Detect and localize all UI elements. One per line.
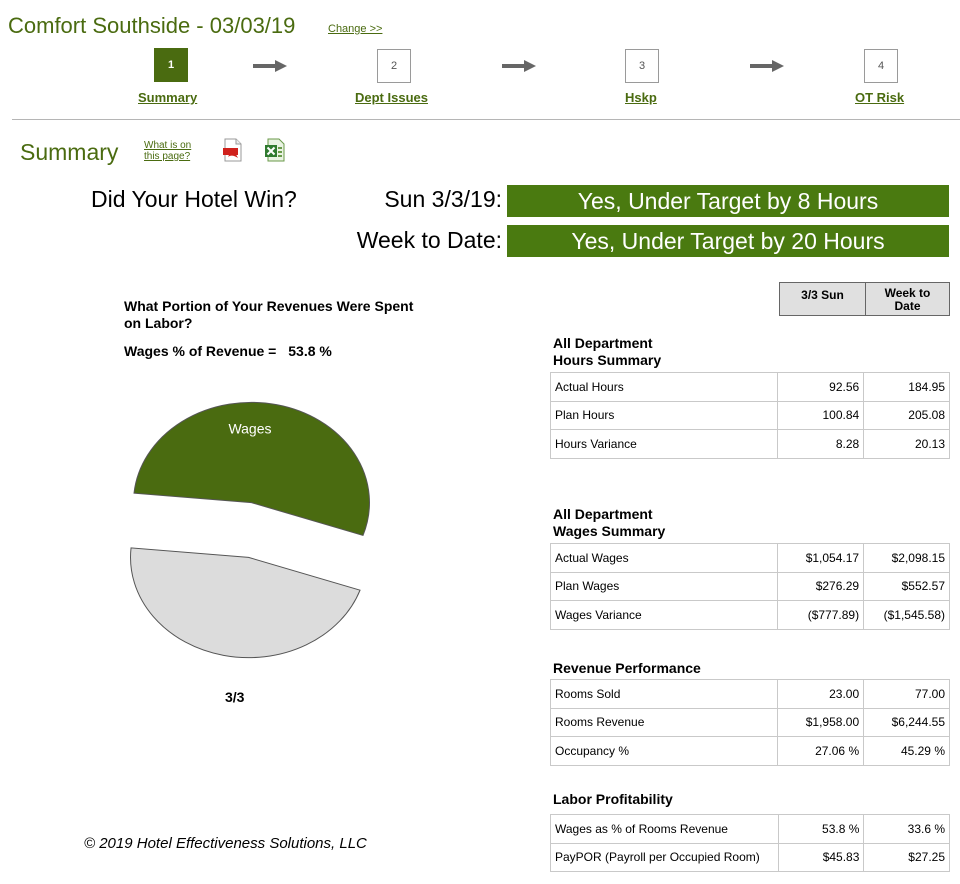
col-header-wtd-line-1: Week to	[884, 286, 931, 300]
section-title-line: All Department	[553, 506, 653, 522]
row-label: Actual Wages	[549, 543, 779, 573]
what-is-line-2[interactable]: this page?	[144, 151, 191, 162]
day-result-banner: Yes, Under Target by 8 Hours	[507, 185, 949, 217]
arrow-right-icon	[253, 60, 287, 72]
chart-title: What Portion of Your Revenues Were Spent…	[124, 298, 414, 331]
labor-profitability-table: Wages as % of Rooms Revenue 53.8 % 33.6 …	[550, 814, 950, 872]
step-4-box[interactable]: 4	[864, 49, 898, 83]
step-1-box[interactable]: 1	[154, 48, 188, 82]
row-day-value: ($777.89)	[777, 600, 865, 630]
step-2-box[interactable]: 2	[377, 49, 411, 83]
revenue-performance-table: Rooms Sold 23.00 77.00 Rooms Revenue $1,…	[549, 679, 950, 766]
table-row: Hours Variance 8.28 20.13	[549, 429, 950, 459]
table-row: Occupancy % 27.06 % 45.29 %	[549, 736, 950, 766]
row-label: Occupancy %	[549, 736, 779, 766]
row-wtd-value: $6,244.55	[863, 707, 950, 737]
table-row: Wages Variance ($777.89) ($1,545.58)	[549, 600, 950, 630]
step-3-box[interactable]: 3	[625, 49, 659, 83]
what-is-line-1[interactable]: What is on	[144, 140, 192, 151]
step-3-hskp-link[interactable]: Hskp	[625, 90, 657, 105]
wages-summary-table: Actual Wages $1,054.17 $2,098.15 Plan Wa…	[549, 543, 950, 630]
row-label: PayPOR (Payroll per Occupied Room)	[550, 842, 779, 872]
row-day-value: 53.8 %	[777, 814, 865, 844]
row-label: Rooms Sold	[549, 679, 779, 709]
row-day-value: $45.83	[777, 842, 865, 872]
section-title-line: All Department	[553, 335, 653, 351]
arrow-right-icon	[750, 60, 784, 72]
labor-pie-chart: Wages	[130, 401, 370, 659]
row-wtd-value: $2,098.15	[863, 543, 950, 573]
hours-summary-table: Actual Hours 92.56 184.95 Plan Hours 100…	[549, 372, 950, 459]
table-row: Actual Hours 92.56 184.95	[549, 372, 950, 402]
row-day-value: $1,054.17	[777, 543, 865, 573]
row-label: Plan Wages	[549, 571, 779, 601]
hotel-title: Comfort Southside - 03/03/19	[8, 13, 296, 38]
section-title-labor-profitability: Labor Profitability	[553, 791, 673, 807]
wages-percent-value: 53.8 %	[288, 343, 332, 359]
pie-caption: 3/3	[225, 689, 245, 705]
week-to-date-label: Week to Date:	[356, 227, 502, 253]
row-day-value: 27.06 %	[777, 736, 865, 766]
header-divider	[12, 119, 960, 120]
table-row: Plan Hours 100.84 205.08	[549, 400, 950, 430]
row-wtd-value: ($1,545.58)	[863, 600, 950, 630]
row-label: Plan Hours	[549, 400, 779, 430]
row-wtd-value: 77.00	[863, 679, 950, 709]
pie-slice-label: Wages	[228, 420, 271, 436]
row-day-value: $276.29	[777, 571, 865, 601]
row-day-value: $1,958.00	[777, 707, 865, 737]
row-day-value: 100.84	[777, 400, 865, 430]
section-title-wages-summary: All Department Wages Summary	[553, 506, 665, 540]
col-header-wtd-line-2: Date	[894, 299, 921, 313]
what-is-on-this-page-link[interactable]: What is on this page?	[144, 140, 191, 162]
table-row: Plan Wages $276.29 $552.57	[549, 571, 950, 601]
wages-percent-of-revenue: Wages % of Revenue = 53.8 %	[124, 343, 332, 359]
change-link[interactable]: Change >>	[328, 23, 383, 35]
table-row: Rooms Sold 23.00 77.00	[549, 679, 950, 709]
row-day-value: 8.28	[777, 429, 865, 459]
row-label: Rooms Revenue	[549, 707, 779, 737]
row-day-value: 92.56	[777, 372, 865, 402]
copyright: © 2019 Hotel Effectiveness Solutions, LL…	[84, 835, 367, 852]
step-2-dept-issues-link[interactable]: Dept Issues	[355, 90, 428, 105]
excel-icon[interactable]	[264, 138, 286, 162]
section-title-line: Wages Summary	[553, 523, 666, 539]
row-label: Wages as % of Rooms Revenue	[550, 814, 779, 844]
col-header-week-to-date: Week to Date	[865, 282, 950, 316]
section-title-revenue-performance: Revenue Performance	[553, 660, 701, 676]
table-row: PayPOR (Payroll per Occupied Room) $45.8…	[550, 842, 950, 872]
week-to-date-result-banner: Yes, Under Target by 20 Hours	[507, 225, 949, 257]
row-day-value: 23.00	[777, 679, 865, 709]
row-wtd-value: 33.6 %	[863, 814, 950, 844]
did-your-hotel-win-label: Did Your Hotel Win?	[91, 186, 297, 212]
table-row: Rooms Revenue $1,958.00 $6,244.55	[549, 707, 950, 737]
pie-slice-other	[130, 547, 361, 659]
section-title-hours-summary: All Department Hours Summary	[553, 335, 661, 369]
pie-slice-wages	[133, 401, 370, 537]
row-wtd-value: 205.08	[863, 400, 950, 430]
table-row: Actual Wages $1,054.17 $2,098.15	[549, 543, 950, 573]
day-label: Sun 3/3/19:	[384, 186, 502, 212]
step-4-ot-risk-link[interactable]: OT Risk	[855, 90, 905, 105]
table-row: Wages as % of Rooms Revenue 53.8 % 33.6 …	[550, 814, 950, 844]
row-wtd-value: 20.13	[863, 429, 950, 459]
row-label: Actual Hours	[549, 372, 779, 402]
summary-heading: Summary	[20, 139, 119, 165]
wages-percent-label: Wages % of Revenue =	[124, 343, 277, 359]
row-label: Wages Variance	[549, 600, 779, 630]
col-header-day: 3/3 Sun	[779, 282, 866, 316]
arrow-right-icon	[502, 60, 536, 72]
row-wtd-value: $27.25	[863, 842, 950, 872]
pdf-icon[interactable]	[222, 138, 244, 162]
row-wtd-value: $552.57	[863, 571, 950, 601]
row-wtd-value: 184.95	[863, 372, 950, 402]
step-1-summary-link[interactable]: Summary	[138, 90, 198, 105]
row-wtd-value: 45.29 %	[863, 736, 950, 766]
row-label: Hours Variance	[549, 429, 779, 459]
section-title-line: Hours Summary	[553, 352, 662, 368]
